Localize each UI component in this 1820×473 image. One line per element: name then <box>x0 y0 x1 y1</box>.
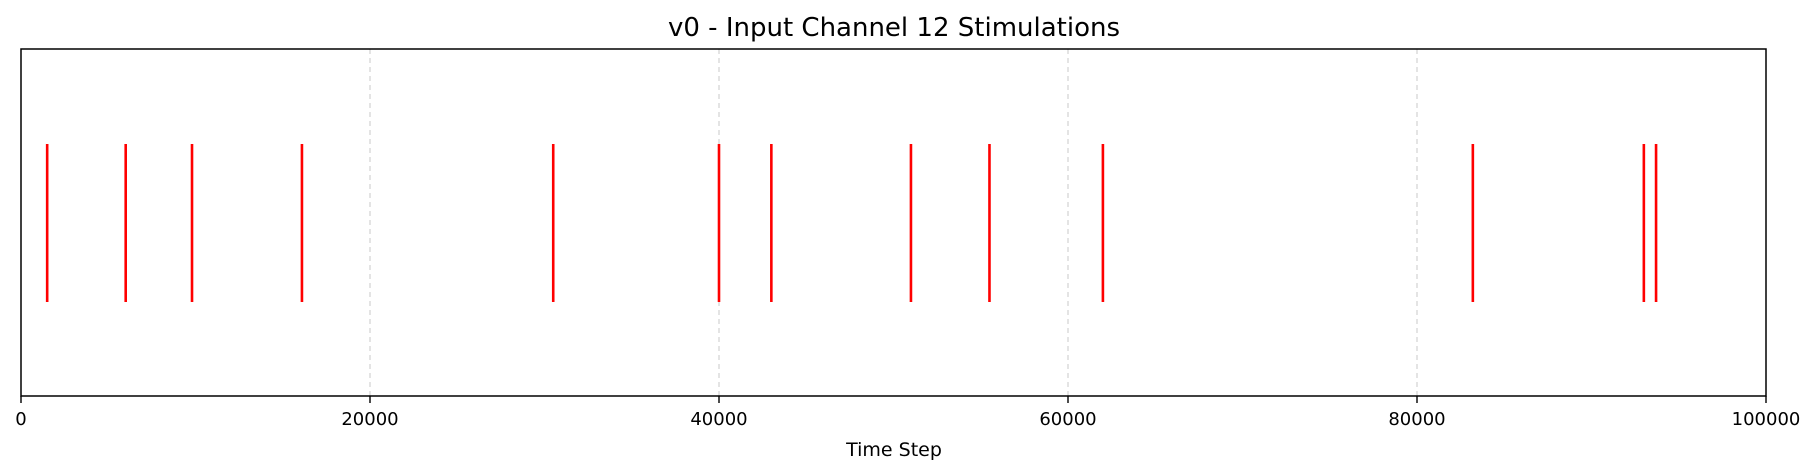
chart-title: v0 - Input Channel 12 Stimulations <box>668 13 1120 43</box>
event-layer <box>45 144 1658 302</box>
x-axis-label: Time Step <box>845 439 942 461</box>
x-tick-label: 100000 <box>1732 409 1801 430</box>
x-tick-label: 80000 <box>1388 409 1445 430</box>
x-axis-ticks: 0 20000 40000 60000 80000 100000 <box>15 396 1800 430</box>
x-tick-label: 40000 <box>690 409 747 430</box>
x-tick-label: 20000 <box>341 409 398 430</box>
x-tick-label: 60000 <box>1039 409 1096 430</box>
x-tick-label: 0 <box>15 409 26 430</box>
plot-frame <box>20 48 1767 397</box>
grid-layer <box>369 49 1418 396</box>
